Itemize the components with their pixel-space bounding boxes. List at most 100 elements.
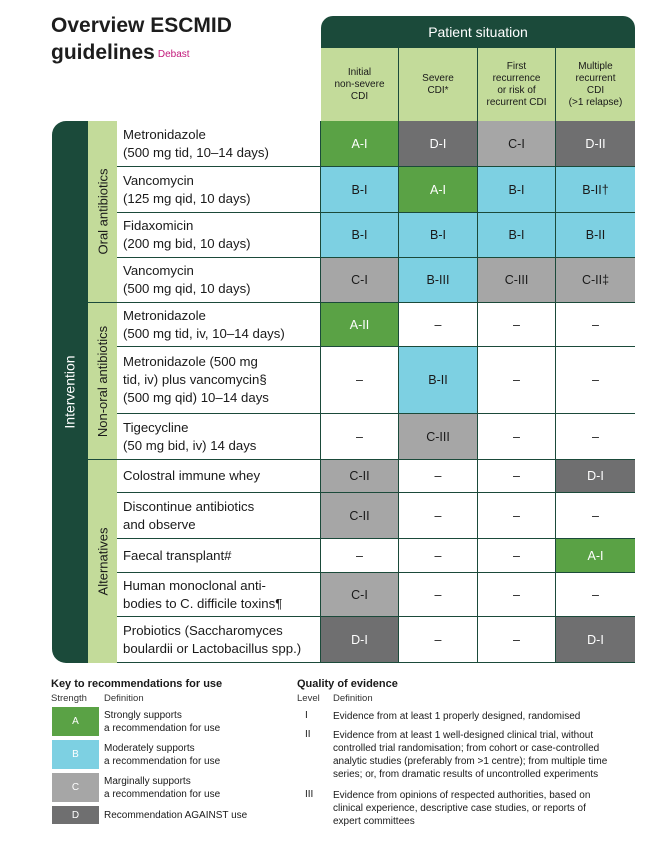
drug-name-text: Colostral immune whey bbox=[123, 467, 260, 485]
evidence-level: III bbox=[305, 789, 314, 800]
column-header: Multiple recurrent CDI (>1 relapse) bbox=[556, 48, 635, 121]
text-line: Evidence from opinions of respected auth… bbox=[333, 790, 591, 801]
drug-name-text: Fidaxomicin (200 mg bid, 10 days) bbox=[123, 217, 251, 253]
text-line: (500 mg tid, 10–14 days) bbox=[123, 144, 269, 160]
recommendation-cell: – bbox=[556, 493, 635, 539]
text-line: (500 mg qid, 10 days) bbox=[123, 281, 251, 296]
drug-name-text: Discontinue antibiotics and observe bbox=[123, 498, 254, 534]
intervention-label: Intervention bbox=[62, 355, 79, 429]
text-line: Human monoclonal anti- bbox=[123, 577, 266, 593]
title-line-1: Overview ESCMID bbox=[51, 14, 232, 37]
text-line: (200 mg bid, 10 days) bbox=[123, 236, 251, 251]
recommendation-cell: – bbox=[399, 493, 478, 539]
text-line: bodies to C. difficile toxins¶ bbox=[123, 595, 283, 611]
drug-name-text: Vancomycin (125 mg qid, 10 days) bbox=[123, 172, 251, 208]
text-line: Strongly supports bbox=[104, 709, 182, 721]
strength-swatch: A bbox=[52, 707, 99, 736]
text-line: expert committees bbox=[333, 816, 415, 827]
evidence-definition: Evidence from opinions of respected auth… bbox=[333, 789, 633, 828]
drug-name: Vancomycin (500 mg qid, 10 days) bbox=[117, 258, 321, 303]
recommendation-cell: – bbox=[321, 539, 399, 573]
recommendation-cell: – bbox=[321, 414, 399, 460]
drug-name: Colostral immune whey bbox=[117, 460, 321, 493]
text-line: analytic studies (preferably from >1 cen… bbox=[333, 756, 608, 767]
text-line: a recommendation for use bbox=[104, 788, 221, 800]
text-line: and observe bbox=[123, 516, 196, 532]
drug-name-text: Faecal transplant# bbox=[123, 547, 232, 565]
text-line: tid, iv) plus vancomycin§ bbox=[123, 372, 267, 387]
recommendation-cell: A-II bbox=[321, 303, 399, 347]
recommendation-cell: D-I bbox=[321, 617, 399, 663]
recommendation-cell: – bbox=[478, 573, 556, 617]
key-strength-heading: Strength bbox=[51, 693, 87, 704]
text-line: (>1 relapse) bbox=[568, 96, 623, 108]
recommendation-cell: A-I bbox=[321, 121, 399, 167]
text-line: recurrent bbox=[575, 72, 616, 84]
recommendation-cell: B-II bbox=[399, 347, 478, 414]
column-header: Severe CDI* bbox=[399, 48, 478, 121]
recommendation-cell: C-II bbox=[321, 493, 399, 539]
drug-name-text: Human monoclonal anti-bodies to C. diffi… bbox=[123, 577, 282, 613]
patient-situation-header: Patient situation bbox=[321, 16, 635, 48]
recommendation-cell: – bbox=[556, 414, 635, 460]
text-line: a recommendation for use bbox=[104, 755, 221, 767]
recommendation-cell: D-I bbox=[556, 460, 635, 493]
column-header-text: Initial non-severe CDI bbox=[334, 67, 384, 103]
recommendation-cell: – bbox=[478, 617, 556, 663]
recommendation-cell: – bbox=[321, 347, 399, 414]
recommendation-cell: C-I bbox=[321, 573, 399, 617]
recommendation-cell: A-I bbox=[556, 539, 635, 573]
drug-name-text: Probiotics (Saccharomyces boulardii or La… bbox=[123, 622, 301, 658]
strength-swatch: B bbox=[52, 740, 99, 769]
text-line: Probiotics (Saccharomyces bbox=[123, 622, 283, 638]
recommendation-cell: – bbox=[556, 303, 635, 347]
text-line: Metronidazole (500 mg bbox=[123, 354, 258, 369]
recommendation-cell: – bbox=[399, 303, 478, 347]
drug-name-text: Vancomycin (500 mg qid, 10 days) bbox=[123, 262, 251, 298]
text-line: Evidence from at least 1 well-designed c… bbox=[333, 730, 594, 741]
group-label: Alternatives bbox=[88, 460, 117, 663]
text-line: Initial bbox=[347, 66, 372, 78]
group-label-text: Non-oral antibiotics bbox=[95, 325, 110, 437]
recommendation-cell: D-II bbox=[556, 121, 635, 167]
text-line: Faecal transplant# bbox=[123, 547, 232, 563]
drug-name-text: Metronidazole (500 mg tid, iv, 10–14 days… bbox=[123, 307, 285, 343]
text-line: Metronidazole bbox=[123, 126, 206, 142]
drug-name: Metronidazole (500 mg tid, iv, 10–14 days… bbox=[117, 303, 321, 347]
text-line: Marginally supports bbox=[104, 775, 191, 787]
recommendation-cell: – bbox=[556, 347, 635, 414]
quality-level-heading: Level bbox=[297, 693, 320, 704]
text-line: Colostral immune whey bbox=[123, 468, 261, 483]
recommendation-cell: – bbox=[399, 617, 478, 663]
recommendation-cell: C-II‡ bbox=[556, 258, 635, 303]
drug-name: Human monoclonal anti-bodies to C. diffi… bbox=[117, 573, 321, 617]
recommendation-cell: C-I bbox=[321, 258, 399, 303]
drug-name: Fidaxomicin (200 mg bid, 10 days) bbox=[117, 213, 321, 258]
strength-definition: Moderately supports a recommendation for … bbox=[104, 742, 220, 768]
recommendation-cell: D-I bbox=[556, 617, 635, 663]
text-line: Vancomycin bbox=[123, 263, 194, 278]
recommendation-cell: D-I bbox=[399, 121, 478, 167]
text-line: non-severe bbox=[334, 78, 385, 90]
recommendation-cell: B-II bbox=[556, 213, 635, 258]
drug-name: Discontinue antibiotics and observe bbox=[117, 493, 321, 539]
group-label-text: Alternatives bbox=[95, 527, 111, 596]
text-line: series; or, from dramatic results of unc… bbox=[333, 769, 599, 780]
column-header-text: Multiple recurrent CDI (>1 relapse) bbox=[569, 61, 623, 109]
drug-name: Vancomycin (125 mg qid, 10 days) bbox=[117, 167, 321, 213]
evidence-definition: Evidence from at least 1 well-designed c… bbox=[333, 729, 633, 781]
recommendation-cell: – bbox=[399, 573, 478, 617]
recommendation-cell: – bbox=[478, 460, 556, 493]
evidence-level: I bbox=[305, 710, 308, 721]
text-line: recurrent CDI bbox=[486, 96, 547, 108]
drug-name-text: Metronidazole (500 mg tid, 10–14 days) bbox=[123, 126, 269, 162]
text-line: (500 mg tid, iv, 10–14 days) bbox=[123, 325, 285, 341]
recommendation-cell: – bbox=[478, 493, 556, 539]
text-line: (50 mg bid, iv) 14 days bbox=[123, 437, 257, 453]
title-author: Debast bbox=[157, 49, 190, 60]
text-line: CDI* bbox=[427, 84, 449, 96]
strength-swatch: D bbox=[52, 806, 99, 824]
text-line: (500 mg qid) 10–14 days bbox=[123, 390, 269, 405]
intervention-sidebar: Intervention bbox=[52, 121, 88, 663]
column-header-text: First recurrence or risk of recurrent CDI bbox=[486, 61, 546, 109]
